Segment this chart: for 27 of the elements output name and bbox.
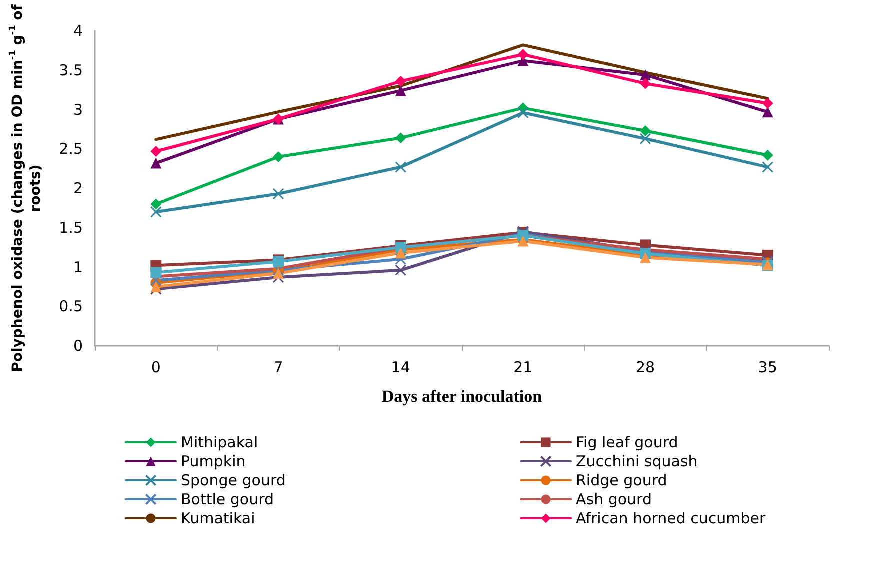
legend-label: Bottle gourd xyxy=(181,490,274,508)
y-tick-label: 2 xyxy=(73,180,83,198)
legend-label: Ash gourd xyxy=(576,490,652,508)
x-tick-label: 7 xyxy=(274,358,284,376)
legend-label: African horned cucumber xyxy=(576,510,767,528)
x-tick-label: 21 xyxy=(514,358,533,376)
y-tick-label: 0 xyxy=(73,337,83,355)
legend-label: Sponge gourd xyxy=(181,472,286,490)
x-axis-title: Days after inoculation xyxy=(382,387,543,406)
x-tick-label: 0 xyxy=(151,358,161,376)
y-tick-label: 0.5 xyxy=(59,298,83,316)
y-tick-label: 1 xyxy=(73,258,83,276)
legend-label: Zucchini squash xyxy=(576,452,698,470)
y-tick-label: 1.5 xyxy=(59,218,83,237)
x-tick-label: 28 xyxy=(636,358,656,376)
y-tick-label: 2.5 xyxy=(59,140,83,158)
legend-label: Mithipakal xyxy=(181,434,258,452)
x-tick-label: 14 xyxy=(391,358,410,376)
y-tick-label: 3.5 xyxy=(59,61,83,80)
legend-label: Pumpkin xyxy=(181,452,246,470)
x-tick-label: 35 xyxy=(758,358,778,376)
legend-label: Ridge gourd xyxy=(576,472,668,490)
text: Polyphenol oxidase (changes in OD min-1 g-1 of roots) xyxy=(8,4,44,372)
y-tick-label: 3 xyxy=(73,100,83,119)
legend-label: Fig leaf gourd xyxy=(576,434,678,452)
legend-label: Kumatikai xyxy=(181,510,256,528)
y-tick-label: 4 xyxy=(73,22,83,40)
